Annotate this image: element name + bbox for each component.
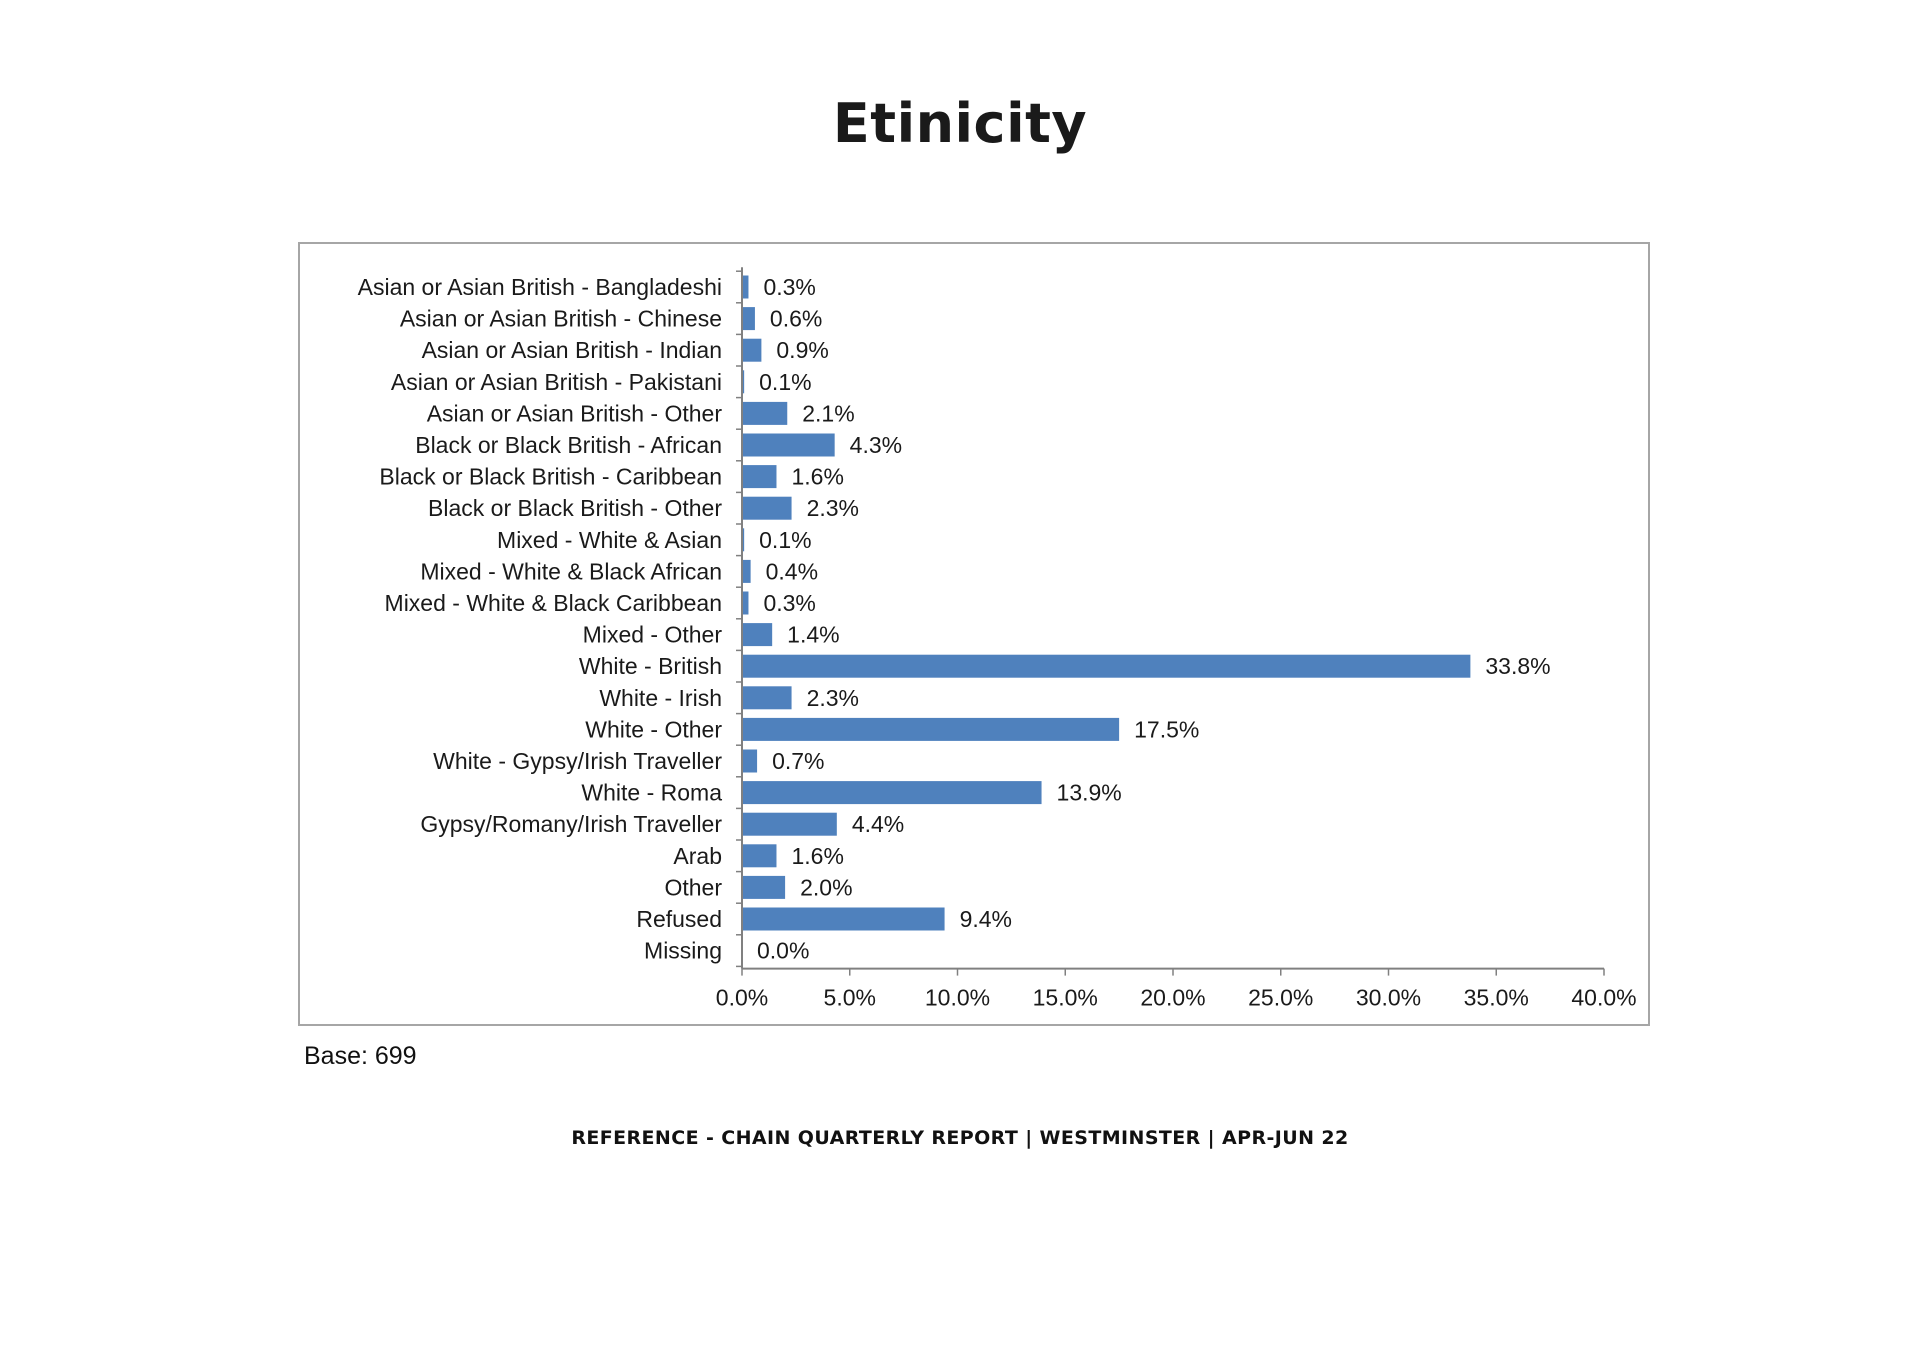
x-tick-label: 5.0% [824,985,876,1011]
category-label: White - Irish [599,685,722,711]
category-label: White - British [579,653,722,679]
category-label: White - Other [585,716,722,742]
bar [742,844,777,868]
data-label: 9.4% [960,906,1012,932]
bar [742,465,777,489]
category-label: Black or Black British - Caribbean [379,464,722,490]
category-label: Mixed - White & Black Caribbean [385,590,722,616]
data-label: 0.1% [759,527,811,553]
x-tick-label: 15.0% [1033,985,1098,1011]
bar [742,338,762,362]
x-tick-label: 40.0% [1571,985,1636,1011]
base-note: Base: 699 [304,1042,417,1070]
category-label: Asian or Asian British - Bangladeshi [358,274,722,300]
category-label: Missing [644,938,722,964]
report-footer: REFERENCE - CHAIN QUARTERLY REPORT | WES… [571,1127,1349,1149]
bar [742,654,1471,678]
data-label: 2.0% [800,874,852,900]
category-label: Asian or Asian British - Chinese [400,306,722,332]
category-label: Mixed - Other [583,622,723,648]
bar [742,717,1120,741]
data-label: 1.6% [791,843,843,869]
category-label: White - Gypsy/Irish Traveller [433,748,722,774]
chart-frame [298,242,1650,1026]
page-title: Etinicity [832,92,1088,155]
bar [742,623,773,647]
category-label: Asian or Asian British - Indian [422,337,722,363]
data-label: 0.0% [757,938,809,964]
bar [742,875,786,899]
bar [742,496,792,520]
bar [742,275,749,299]
data-label: 1.6% [791,464,843,490]
data-label: 0.7% [772,748,824,774]
category-label: Mixed - White & Asian [497,527,722,553]
bar [742,749,758,773]
data-label: 4.4% [852,811,904,837]
data-label: 0.3% [763,590,815,616]
x-tick-label: 30.0% [1356,985,1421,1011]
bar [742,812,837,836]
data-label: 0.9% [776,337,828,363]
category-label: Asian or Asian British - Pakistani [391,369,722,395]
category-label: Black or Black British - African [415,432,722,458]
data-label: 4.3% [850,432,902,458]
bar [742,401,788,425]
category-label: Asian or Asian British - Other [427,400,723,426]
bar [742,433,835,457]
labels-layer: Asian or Asian British - Bangladeshi 0.3%… [358,274,1637,1011]
bar [742,591,749,615]
bar [742,528,745,552]
data-label: 1.4% [787,622,839,648]
category-label: Refused [636,906,722,932]
bar [742,307,755,331]
x-tick-label: 25.0% [1248,985,1313,1011]
data-label: 0.4% [766,558,818,584]
data-label: 0.3% [763,274,815,300]
data-label: 2.3% [807,685,859,711]
x-tick-label: 20.0% [1140,985,1205,1011]
category-label: Mixed - White & Black African [420,558,722,584]
bar [742,781,1042,805]
data-label: 17.5% [1134,716,1199,742]
bars-layer [742,275,1471,931]
category-label: White - Roma [581,780,722,806]
bar [742,686,792,710]
category-label: Black or Black British - Other [428,495,722,521]
data-label: 13.9% [1057,780,1122,806]
data-label: 33.8% [1485,653,1550,679]
data-label: 0.6% [770,306,822,332]
x-tick-label: 10.0% [925,985,990,1011]
data-label: 0.1% [759,369,811,395]
bar [742,907,945,931]
category-label: Arab [673,843,722,869]
bar [742,559,751,583]
x-tick-label: 35.0% [1464,985,1529,1011]
data-label: 2.3% [807,495,859,521]
data-label: 2.1% [802,400,854,426]
category-label: Gypsy/Romany/Irish Traveller [420,811,722,837]
bar [742,370,745,394]
x-tick-label: 0.0% [716,985,768,1011]
category-label: Other [664,874,722,900]
axis-layer [736,267,1605,976]
